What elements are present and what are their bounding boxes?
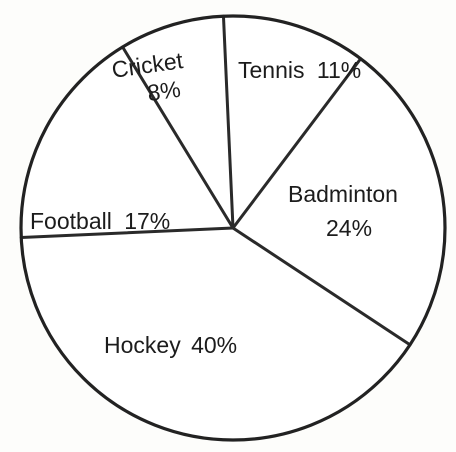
- label-football-value: 17%: [124, 208, 170, 234]
- label-cricket-value: 8%: [146, 76, 183, 106]
- slice-tennis: [223, 16, 361, 229]
- label-tennis-value: 11%: [317, 57, 361, 83]
- label-tennis-name: Tennis: [238, 57, 304, 83]
- label-football: Football 17%: [30, 208, 170, 234]
- slice-cricket: [122, 16, 233, 228]
- divider-line-3: [231, 226, 412, 347]
- label-hockey-value: 40%: [191, 332, 237, 358]
- label-tennis: Tennis 11%: [238, 57, 361, 83]
- label-hockey: Hockey 40%: [104, 332, 237, 358]
- label-badminton-value: 24%: [326, 215, 372, 241]
- label-hockey-name: Hockey: [104, 332, 181, 358]
- slice-football: [20, 47, 233, 238]
- pie-outline: [19, 14, 447, 442]
- divider-line-5: [121, 45, 235, 230]
- divider-line-1: [221, 14, 235, 230]
- pie-dividers: [19, 14, 412, 347]
- label-football-name: Football: [30, 208, 112, 234]
- divider-line-2: [231, 57, 363, 230]
- label-badminton-name: Badminton: [288, 181, 398, 207]
- slice-badminton: [233, 58, 445, 345]
- divider-line-4: [19, 226, 235, 240]
